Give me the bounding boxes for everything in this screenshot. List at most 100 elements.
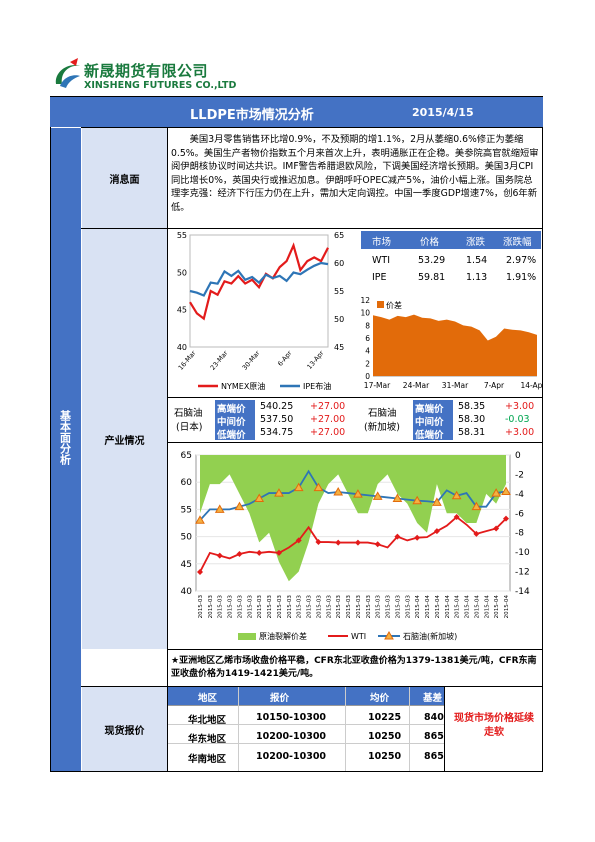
y-tick-label: 45	[177, 306, 187, 315]
data-marker	[313, 482, 324, 492]
y2-tick-label: -12	[515, 568, 530, 578]
data-marker	[453, 514, 460, 521]
data-marker	[295, 537, 302, 544]
industry-label: 产业情况	[82, 229, 167, 649]
x-tick-label: 2015-03	[307, 595, 313, 619]
y2-tick-label: 45	[334, 343, 344, 352]
data-marker	[493, 525, 500, 532]
naphtha-sg-labels-bg	[413, 400, 453, 440]
x-tick-label: 17-Mar	[364, 381, 391, 390]
crack-spread-area	[200, 455, 506, 582]
legend-label: 石脑油(新加坡)	[403, 631, 457, 641]
y-tick-label: 6	[365, 334, 370, 343]
x-tick-label: 2015-03	[287, 595, 293, 619]
naphtha-jp-label: 高端价	[217, 404, 246, 415]
x-tick-label: 2015-03	[257, 595, 263, 619]
x-tick-label: 2015-03	[218, 595, 224, 619]
data-marker	[254, 493, 265, 503]
spot-grid	[409, 687, 410, 771]
oil-row-price: 59.81	[418, 272, 446, 283]
naphtha-jp-name: 石脑油	[174, 408, 203, 419]
x-tick-label: 2015-04	[445, 595, 451, 619]
x-tick-label: 2015-04	[474, 595, 480, 619]
spot-header-basis: 基差	[423, 693, 443, 704]
naphtha-sg-label: 高端价	[415, 404, 444, 415]
x-tick-label: 2015-03	[395, 595, 401, 619]
x-tick-label: 2015-04	[504, 595, 510, 619]
y-tick-label: 0	[365, 372, 370, 381]
divider	[81, 127, 543, 128]
x-tick-label: 24-Mar	[403, 381, 430, 390]
report-frame	[50, 96, 543, 772]
x-tick-label: 2015-03	[316, 595, 322, 619]
x-tick-label: 16-Mar	[177, 349, 198, 372]
x-tick-label: 2015-04	[494, 595, 500, 619]
oil-row-change: 1.54	[466, 255, 488, 266]
x-tick-label: 2015-04	[484, 595, 490, 619]
naphtha-sg-label: 中间价	[415, 417, 444, 428]
data-marker	[195, 515, 205, 524]
legend-label: 原油裂解价差	[259, 631, 307, 641]
naphtha-jp-change: +27.00	[310, 427, 346, 438]
naphtha-jp-labels-bg	[215, 400, 255, 440]
news-label: 消息面	[82, 128, 167, 228]
x-tick-label: 2015-04	[415, 595, 421, 619]
data-marker	[275, 549, 282, 556]
data-marker	[374, 541, 381, 548]
x-tick-label: 2015-03	[247, 595, 253, 619]
data-marker	[197, 568, 203, 575]
data-marker	[503, 515, 509, 522]
data-marker	[293, 482, 304, 492]
oil-header-pct: 涨跌幅	[503, 237, 532, 248]
spot-row-avg: 10250	[368, 731, 402, 742]
spot-row-region: 华北地区	[188, 715, 227, 726]
data-marker	[372, 491, 383, 500]
x-tick-label: 31-Mar	[442, 381, 469, 390]
x-tick-label: 2015-03	[237, 595, 243, 619]
y-tick-label: 50	[177, 268, 187, 277]
divider	[81, 686, 543, 687]
y2-tick-label: -2	[515, 470, 524, 480]
x-tick-label: 2015-04	[465, 595, 471, 619]
company-name: 新晟期货有限公司	[84, 62, 209, 80]
naphtha-sg-change: -0.03	[505, 414, 530, 425]
spot-grid	[345, 687, 346, 771]
y-tick-label: 40	[177, 343, 187, 352]
divider	[168, 397, 543, 398]
oil-table-header	[361, 231, 541, 249]
series-line	[189, 261, 329, 297]
naphtha-jp-label: 低端价	[217, 430, 246, 441]
naphtha-jp-price: 537.50	[260, 414, 294, 425]
y-tick-label: 60	[181, 478, 193, 488]
oil-header-change: 涨跌	[466, 237, 486, 248]
y-tick-label: 12	[360, 296, 370, 305]
spot-row-avg: 10250	[368, 751, 402, 762]
y2-tick-label: -10	[515, 548, 530, 558]
spot-table-header	[168, 687, 444, 705]
naphtha-sg-price: 58.35	[458, 401, 486, 412]
spot-row-basis: 865	[424, 731, 444, 742]
y2-tick-label: -6	[515, 509, 524, 519]
y2-tick-label: 65	[334, 231, 344, 240]
y-tick-label: 45	[181, 560, 192, 570]
data-marker	[315, 539, 322, 546]
x-tick-label: 2015-03	[326, 595, 332, 619]
naphtha-sg-price: 58.30	[458, 414, 486, 425]
company-name-en: XINSHENG FUTURES CO.,LTD	[84, 80, 237, 91]
x-tick-label: 2015-04	[425, 595, 431, 619]
oil-header-market: 市场	[372, 237, 392, 248]
spot-grid	[168, 743, 444, 744]
data-marker	[335, 539, 342, 546]
oil-price-chart: 40 45 50 55 45 50 55 60 65 16-Mar 23-Mar 30-Mar 6-Ap…	[177, 231, 344, 391]
oil-row-price: 53.29	[418, 255, 446, 266]
legend-label: NYMEX原油	[221, 381, 265, 391]
data-marker	[234, 501, 245, 511]
x-tick-label: 2015-03	[356, 595, 362, 619]
x-tick-label: 7-Apr	[484, 381, 505, 390]
y2-tick-label: 50	[334, 315, 344, 324]
y2-tick-label: 55	[334, 287, 344, 296]
naphtha-jp-region: (日本)	[176, 422, 203, 433]
divider	[167, 127, 168, 771]
spread-chart: 0 2 4 6 8 10 12 17-Mar 24-Mar 31-Mar 7-Apr 14-Apr 价差	[360, 296, 543, 390]
